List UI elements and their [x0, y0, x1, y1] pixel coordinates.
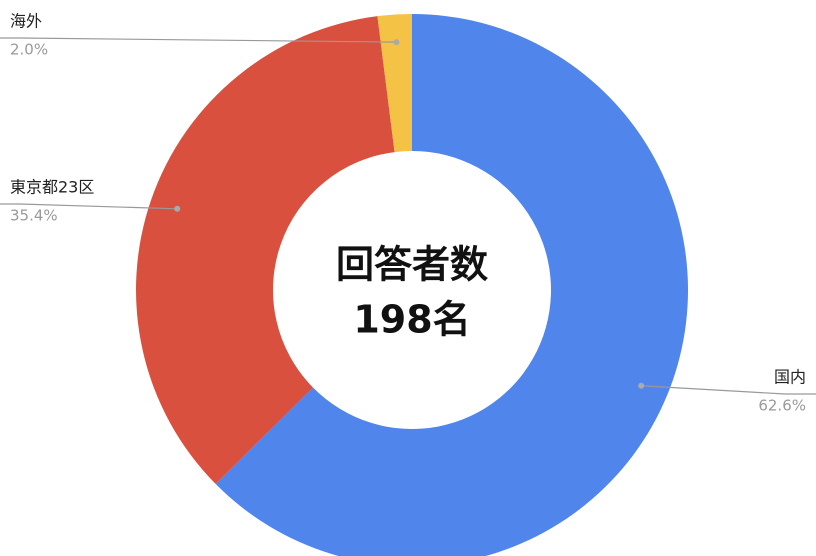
center-total: 198名 [353, 298, 470, 342]
leader-line [19, 37, 397, 43]
leader-dot [393, 39, 400, 46]
leader-dot [638, 382, 645, 389]
slice-value-label: 35.4% [10, 207, 58, 225]
slice [377, 14, 412, 153]
leader-line [19, 203, 178, 210]
slice-label: 国内 [774, 368, 806, 387]
slice [215, 14, 688, 556]
slice-value-label: 2.0% [10, 41, 48, 59]
slice-label: 海外 [10, 12, 42, 31]
slices [135, 14, 688, 556]
slice [135, 16, 395, 484]
slice-value-label: 62.6% [758, 397, 806, 415]
leader-dot [174, 205, 181, 212]
center-title: 回答者数 [336, 243, 488, 287]
slice-label: 東京都23区 [10, 178, 94, 197]
leader-line [641, 385, 786, 395]
